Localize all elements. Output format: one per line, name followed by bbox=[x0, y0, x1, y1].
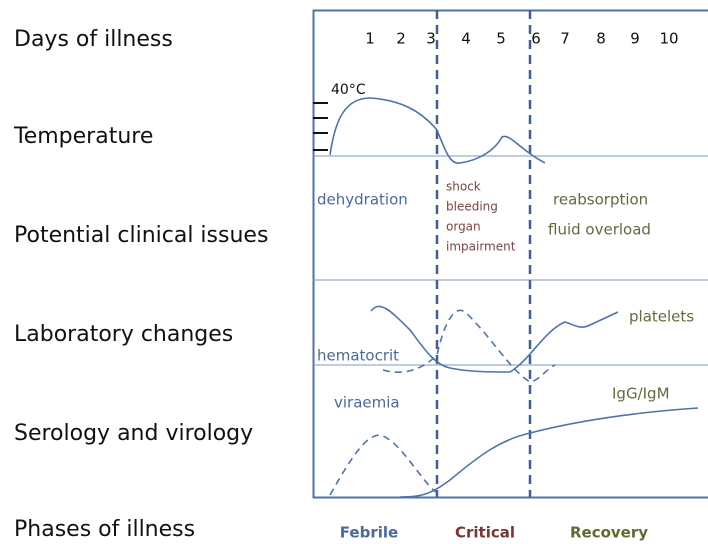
day-number: 6 bbox=[531, 30, 541, 48]
platelets-curve bbox=[370, 305, 619, 373]
day-number: 10 bbox=[659, 30, 678, 48]
row-label: Serology and virology bbox=[14, 421, 253, 446]
issue-label: impairment bbox=[446, 240, 516, 254]
phase-label: Critical bbox=[455, 524, 515, 542]
day-number: 1 bbox=[365, 30, 375, 48]
issue-label: dehydration bbox=[317, 191, 408, 209]
day-number: 9 bbox=[630, 30, 640, 48]
day-number: 7 bbox=[560, 30, 570, 48]
issue-label: shock bbox=[446, 180, 481, 194]
row-label: Potential clinical issues bbox=[14, 223, 268, 248]
day-number: 5 bbox=[496, 30, 506, 48]
row-label: Days of illness bbox=[14, 27, 173, 52]
issue-label: organ bbox=[446, 220, 481, 234]
row-label: Laboratory changes bbox=[14, 322, 233, 347]
serology-label: IgG/IgM bbox=[612, 385, 670, 403]
issue-label: bleeding bbox=[446, 200, 498, 214]
day-number: 8 bbox=[596, 30, 606, 48]
phase-label: Recovery bbox=[570, 524, 648, 542]
days: 1 2 3 4 5 6 7 8 9 10 bbox=[365, 30, 678, 48]
temperature-ticks bbox=[313, 102, 328, 151]
phase-label: Febrile bbox=[340, 524, 398, 542]
temperature-label: 40°C bbox=[331, 82, 366, 98]
day-number: 2 bbox=[396, 30, 406, 48]
viraemia-curve bbox=[329, 434, 438, 496]
temperature-curve bbox=[329, 97, 546, 164]
issue-label: reabsorption bbox=[553, 191, 648, 209]
issue-label: fluid overload bbox=[548, 221, 651, 239]
frame bbox=[312, 9, 708, 499]
day-number: 4 bbox=[461, 30, 471, 48]
row-label: Temperature bbox=[13, 124, 153, 149]
lab-label: hematocrit bbox=[317, 347, 399, 365]
row-labels: Days of illness Temperature Potential cl… bbox=[13, 27, 268, 542]
serology-label: viraemia bbox=[334, 394, 400, 412]
day-number: 3 bbox=[426, 30, 436, 48]
hematocrit-curve bbox=[382, 309, 556, 383]
antibody-curve bbox=[399, 407, 699, 498]
lab-label: platelets bbox=[629, 308, 694, 326]
row-label: Phases of illness bbox=[14, 517, 195, 542]
